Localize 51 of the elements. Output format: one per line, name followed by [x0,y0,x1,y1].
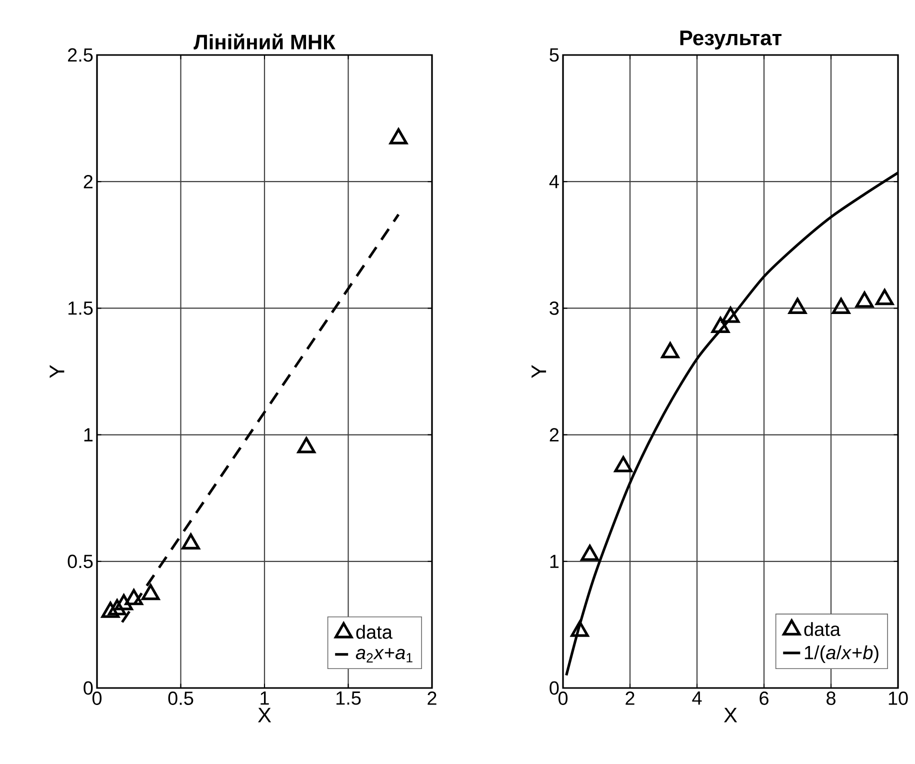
legend-label: data [804,622,840,636]
y-axis-title: Y [50,364,64,378]
legend-label: data [356,624,392,639]
point [101,602,120,618]
point [297,437,316,454]
point [389,128,408,144]
x-axis-title: X [724,708,738,722]
x-tick-label: 10 [888,692,908,705]
point [124,589,143,606]
y-tick-label: 0 [84,681,93,695]
chart-title: Результат [680,30,782,50]
x-tick-label: 1.5 [336,692,361,705]
y-tick-label: 1 [84,428,93,442]
y-tick-label: 0.5 [68,554,93,568]
x-tick-label: 1 [260,692,269,705]
y-tick-label: 2 [84,174,93,188]
point [142,584,160,600]
y-axis-title: Y [532,364,546,378]
y-tick-label: 4 [549,175,559,188]
y-tick-label: 1.5 [68,302,93,315]
point [570,620,589,637]
point [614,456,632,472]
x-tick-label: 2 [626,692,634,705]
point [711,316,730,333]
y-tick-label: 5 [550,48,559,62]
point [855,292,874,308]
x-tick-label: 6 [760,692,768,705]
point [580,544,599,561]
point [832,298,850,314]
x-tick-label: 4 [692,692,702,705]
point [114,594,133,610]
x-tick-label: 0 [92,692,102,705]
point [661,342,680,358]
x-axis-title: X [258,708,272,722]
point [788,298,807,314]
point [876,289,894,306]
y-tick-label: 2.5 [68,48,93,62]
point [108,599,126,616]
legend-label: 1/(a/x+b) [804,645,878,664]
point [182,533,200,550]
y-tick-label: 1 [550,554,559,568]
legend-label: a$_{2}$x+a$_{1}$ [356,648,412,662]
point [721,306,740,323]
x-tick-label: 0.5 [168,692,194,705]
x-tick-label: 2 [428,692,436,705]
x-tick-label: 8 [826,692,836,705]
x-tick-label: 0 [558,692,568,705]
y-tick-label: 0 [550,681,559,695]
chart-title: Лінійний МНК [194,34,336,50]
y-tick-label: 3 [550,301,559,315]
y-tick-label: 2 [550,428,559,442]
